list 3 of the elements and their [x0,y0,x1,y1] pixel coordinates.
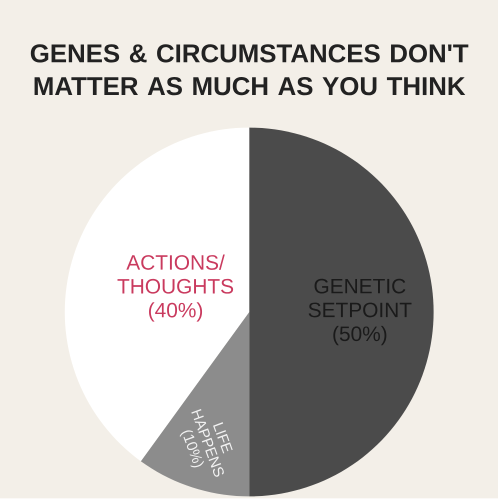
chart-title: GENES & CIRCUMSTANCES DON'T MATTER AS MUCH AS YOU THINK [30,44,468,96]
data-label: (40%) [148,302,202,322]
slice-label: ACTIONS/ THOUGHTS [117,254,233,294]
